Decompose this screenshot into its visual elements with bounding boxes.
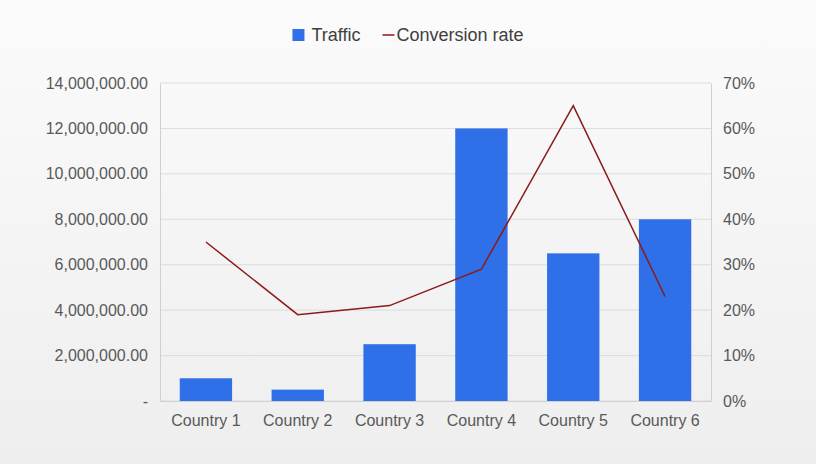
y-tick-label: 2,000,000.00 — [55, 347, 149, 364]
y-tick-label: 10,000,000.00 — [46, 165, 148, 182]
x-tick-label: Country 3 — [355, 412, 424, 429]
y2-tick-label: 10% — [723, 347, 755, 364]
legend-item: Conversion rate — [382, 25, 523, 45]
y2-tick: 60% — [711, 120, 755, 137]
marks — [180, 106, 692, 401]
x-tick-label: Country 1 — [171, 412, 240, 429]
y-tick: 2,000,000.00 — [55, 347, 160, 364]
x-tick-label: Country 5 — [539, 412, 608, 429]
plot-area: - 2,000,000.00 4,000,000.00 6,000,000.00 8,0… — [46, 75, 755, 430]
legend-swatch — [382, 34, 394, 36]
grid-line — [160, 264, 711, 265]
y2-axis: 0% 10% 20% 30% 40% 50% 60% 70% — [711, 75, 755, 410]
y-tick-label: 6,000,000.00 — [55, 256, 149, 273]
y2-tick-label: 60% — [723, 120, 755, 137]
y2-tick-label: 70% — [723, 75, 755, 92]
y-tick: 12,000,000.00 — [46, 120, 160, 137]
x-tick: Country 5 — [539, 401, 608, 429]
x-tick: Country 3 — [355, 401, 424, 429]
y-tick-label: - — [143, 393, 148, 410]
legend-label: Traffic — [311, 25, 360, 45]
y-tick: 4,000,000.00 — [55, 302, 160, 319]
y2-tick: 10% — [711, 347, 755, 364]
y-tick-label: 4,000,000.00 — [55, 302, 149, 319]
y2-tick-label: 50% — [723, 165, 755, 182]
x-tick: Country 1 — [171, 401, 240, 429]
y-tick: 10,000,000.00 — [46, 165, 160, 182]
x-tick-label: Country 4 — [447, 412, 516, 429]
y-tick: 6,000,000.00 — [55, 256, 160, 273]
grid-line — [160, 83, 711, 84]
y-axis-line — [160, 84, 161, 402]
x-tick: Country 2 — [263, 401, 332, 429]
y2-tick: 30% — [711, 256, 755, 273]
y-tick-label: 8,000,000.00 — [55, 211, 149, 228]
line — [206, 106, 665, 315]
chart: - 2,000,000.00 4,000,000.00 6,000,000.00 8,0… — [0, 0, 816, 464]
bar — [363, 344, 415, 401]
legend: Traffic Conversion rate — [292, 25, 523, 45]
x-tick: Country 6 — [630, 401, 699, 429]
grid-line — [160, 173, 711, 174]
y-tick-label: 12,000,000.00 — [46, 120, 148, 137]
legend-label: Conversion rate — [396, 25, 523, 45]
y2-tick-label: 40% — [723, 211, 755, 228]
x-axis: Country 1 Country 2 Country 3 Country 4 Coun… — [161, 401, 712, 429]
x-tick-label: Country 2 — [263, 412, 332, 429]
y2-axis-line — [711, 84, 712, 402]
y2-tick: 70% — [711, 75, 755, 92]
y2-tick: 0% — [711, 393, 746, 410]
x-tick-label: Country 6 — [630, 412, 699, 429]
grid-line — [160, 310, 711, 311]
grid-line — [160, 401, 711, 402]
y2-tick: 20% — [711, 302, 755, 319]
bar — [547, 253, 599, 401]
grid-line — [160, 355, 711, 356]
y-tick: - — [143, 393, 160, 410]
y2-tick-label: 20% — [723, 302, 755, 319]
bar — [455, 128, 507, 401]
y-tick: 8,000,000.00 — [55, 211, 160, 228]
y2-tick: 40% — [711, 211, 755, 228]
x-tick: Country 4 — [447, 401, 516, 429]
grid — [160, 83, 711, 401]
bar — [639, 219, 691, 401]
y-axis: - 2,000,000.00 4,000,000.00 6,000,000.00 8,0… — [46, 75, 161, 410]
y2-tick-label: 30% — [723, 256, 755, 273]
y-tick-label: 14,000,000.00 — [46, 75, 148, 92]
bar — [180, 378, 232, 401]
y2-tick-label: 0% — [723, 393, 746, 410]
y-tick: 14,000,000.00 — [46, 75, 160, 92]
bar — [272, 390, 324, 401]
grid-line — [160, 128, 711, 129]
legend-item: Traffic — [292, 25, 360, 45]
x-axis-line — [161, 401, 712, 402]
legend-swatch — [292, 29, 304, 41]
bar-series — [180, 128, 692, 401]
y2-tick: 50% — [711, 165, 755, 182]
